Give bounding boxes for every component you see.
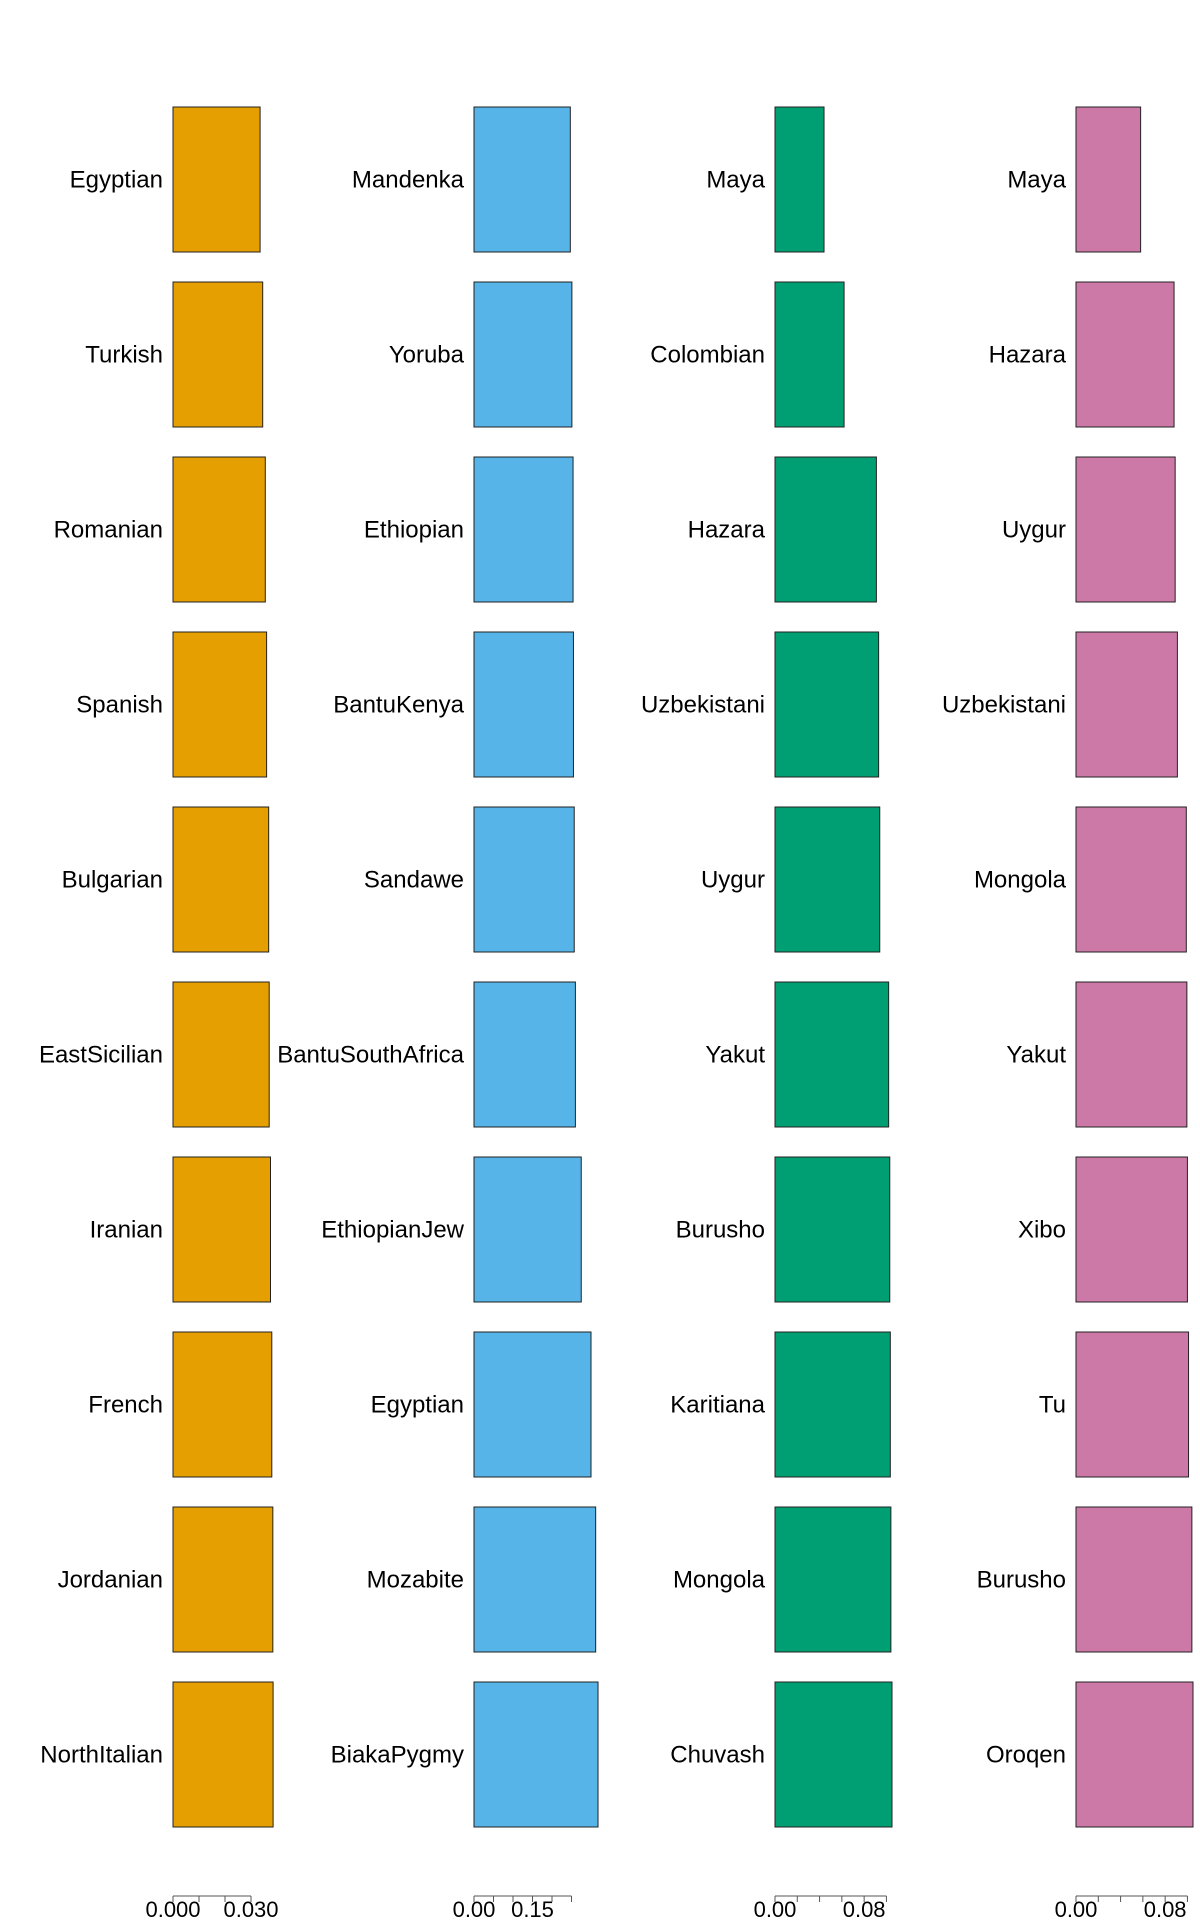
category-label: Hazara xyxy=(989,342,1067,369)
bar xyxy=(172,981,270,1128)
category-label: Iranian xyxy=(90,1217,163,1244)
category-label: Egyptian xyxy=(70,167,163,194)
bar xyxy=(172,106,261,253)
category-label: Xibo xyxy=(1018,1217,1066,1244)
x-tick-label: 0.08 xyxy=(1144,1897,1187,1920)
bar xyxy=(473,456,574,603)
x-tick-label: 0.000 xyxy=(145,1897,200,1920)
bar xyxy=(774,631,880,778)
category-label: BantuKenya xyxy=(333,692,464,719)
category-label: Mozabite xyxy=(367,1567,464,1594)
x-tick-label: 0.030 xyxy=(223,1897,278,1920)
bar xyxy=(172,631,268,778)
bar xyxy=(473,631,574,778)
bar xyxy=(1075,106,1142,253)
bar xyxy=(1075,281,1175,428)
category-label: Bulgarian xyxy=(62,867,163,894)
bar xyxy=(172,1506,274,1653)
category-label: Egyptian xyxy=(371,1392,464,1419)
category-label: Uygur xyxy=(1002,517,1066,544)
bar xyxy=(172,806,270,953)
x-tick-label: 0.15 xyxy=(511,1897,554,1920)
category-label: Mongola xyxy=(673,1567,766,1594)
x-tick-label: 0.00 xyxy=(453,1897,496,1920)
bar xyxy=(774,106,825,253)
category-label: French xyxy=(88,1392,163,1419)
category-label: Hazara xyxy=(688,517,766,544)
category-label: Uygur xyxy=(701,867,765,894)
category-label: BantuSouthAfrica xyxy=(277,1042,464,1069)
bar xyxy=(1075,1681,1194,1828)
bar xyxy=(473,806,575,953)
bar xyxy=(774,806,881,953)
category-label: Maya xyxy=(1007,167,1066,194)
category-label: Uzbekistani xyxy=(942,692,1066,719)
bar xyxy=(1075,631,1178,778)
bar xyxy=(473,281,573,428)
category-label: Burusho xyxy=(977,1567,1066,1594)
category-label: Sandawe xyxy=(364,867,464,894)
bar xyxy=(774,456,877,603)
bar xyxy=(473,1156,582,1303)
chart-panel-1: Egyptian Turkish Romanian Spanish Bulgarian E… xyxy=(39,106,279,1920)
category-label: Jordanian xyxy=(58,1567,163,1594)
bar xyxy=(774,1681,893,1828)
category-label: Tu xyxy=(1039,1392,1066,1419)
category-label: Burusho xyxy=(676,1217,765,1244)
bar xyxy=(774,1331,891,1478)
bar xyxy=(172,1681,274,1828)
category-label: Ethiopian xyxy=(364,517,464,544)
bar xyxy=(1075,1331,1190,1478)
category-label: Karitiana xyxy=(670,1392,765,1419)
category-label: Yakut xyxy=(705,1042,765,1069)
category-label: Uzbekistani xyxy=(641,692,765,719)
category-label: Mandenka xyxy=(352,167,465,194)
bar xyxy=(1075,1506,1193,1653)
chart-panel-2: Mandenka Yoruba Ethiopian BantuKenya Sandawe… xyxy=(277,106,599,1920)
category-label: Romanian xyxy=(54,517,163,544)
bar xyxy=(172,281,264,428)
x-tick-label: 0.08 xyxy=(843,1897,886,1920)
chart-panel-4: Maya Hazara Uygur Uzbekistani Mongola Yakut Xi… xyxy=(942,106,1194,1920)
bar xyxy=(1075,456,1176,603)
category-label: BiakaPygmy xyxy=(331,1742,464,1769)
category-label: EthiopianJew xyxy=(321,1217,464,1244)
category-label: NorthItalian xyxy=(40,1742,163,1769)
bar xyxy=(1075,1156,1188,1303)
category-label: Yakut xyxy=(1006,1042,1066,1069)
bar xyxy=(473,981,576,1128)
bar xyxy=(172,456,266,603)
chart-panel-3: Maya Colombian Hazara Uzbekistani Uygur Yakut… xyxy=(641,106,893,1920)
x-tick-label: 0.00 xyxy=(1055,1897,1098,1920)
bar xyxy=(774,281,845,428)
category-label: Maya xyxy=(706,167,765,194)
category-label: Spanish xyxy=(76,692,163,719)
category-label: Mongola xyxy=(974,867,1067,894)
bar xyxy=(473,1681,599,1828)
bar xyxy=(172,1156,271,1303)
bar xyxy=(774,981,890,1128)
category-label: Oroqen xyxy=(986,1742,1066,1769)
category-label: Colombian xyxy=(650,342,765,369)
bar xyxy=(1075,806,1187,953)
bar xyxy=(774,1506,892,1653)
category-label: Yoruba xyxy=(389,342,465,369)
category-label: Turkish xyxy=(85,342,163,369)
bar xyxy=(473,1506,597,1653)
bar xyxy=(473,1331,592,1478)
x-tick-label: 0.00 xyxy=(754,1897,797,1920)
bar xyxy=(774,1156,891,1303)
bar xyxy=(473,106,571,253)
category-label: Chuvash xyxy=(670,1742,765,1769)
bar xyxy=(1075,981,1188,1128)
category-label: EastSicilian xyxy=(39,1042,163,1069)
bar xyxy=(172,1331,273,1478)
